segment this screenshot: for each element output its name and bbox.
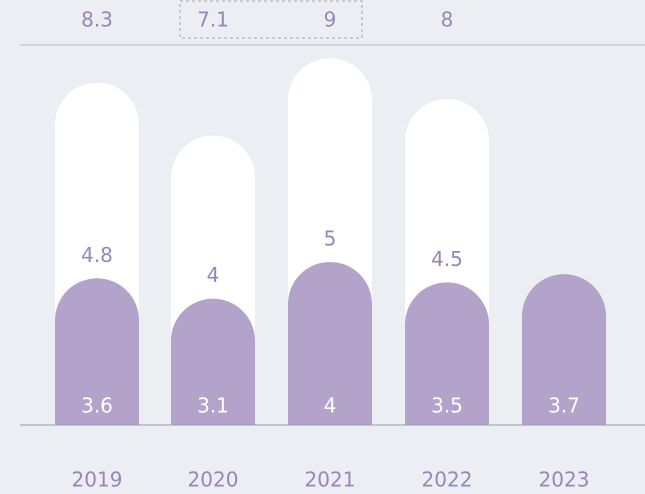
value-label-lower: 4 — [324, 394, 337, 418]
bar-lower — [171, 298, 255, 425]
x-tick-label: 2021 — [305, 468, 356, 492]
bar-lower — [288, 261, 372, 425]
value-label-lower: 3.7 — [548, 394, 580, 418]
value-label-lower: 3.1 — [197, 394, 229, 418]
total-label: 9 — [324, 8, 337, 32]
x-tick-label: 2023 — [539, 468, 590, 492]
x-tick-label: 2020 — [188, 468, 239, 492]
highlight-box — [179, 0, 363, 39]
value-label-upper: 4 — [207, 263, 220, 287]
value-label-upper: 4.8 — [81, 243, 113, 267]
total-label: 8.3 — [81, 8, 113, 32]
bar-lower — [405, 282, 489, 425]
value-label-lower: 3.6 — [81, 394, 113, 418]
x-tick-label: 2022 — [422, 468, 473, 492]
value-label-upper: 5 — [324, 226, 337, 250]
total-label: 8 — [441, 8, 454, 32]
bar-lower — [522, 274, 606, 425]
x-tick-label: 2019 — [72, 468, 123, 492]
bar-lower — [55, 278, 139, 425]
total-label: 7.1 — [197, 8, 229, 32]
value-label-upper: 4.5 — [431, 247, 463, 271]
value-label-lower: 3.5 — [431, 394, 463, 418]
